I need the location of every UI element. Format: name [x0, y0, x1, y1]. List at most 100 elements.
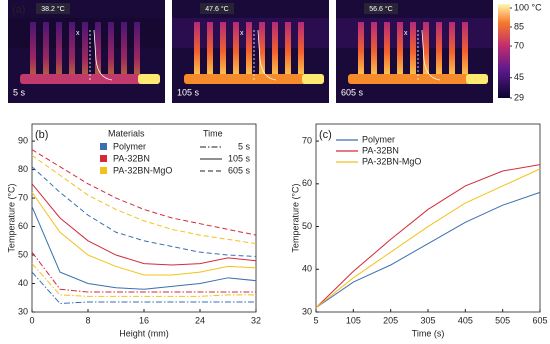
y-tick-label: 70	[302, 135, 312, 145]
series-line	[31, 263, 256, 297]
legend-swatch	[100, 167, 107, 174]
legend-label: PA-32BN	[113, 153, 150, 163]
colorbar-label: 70	[514, 40, 524, 50]
legend-label: 605 s	[228, 165, 251, 175]
x-tick-label: 205	[383, 315, 398, 325]
y-axis-title: Temperature (°C)	[290, 183, 300, 252]
profile	[257, 29, 277, 81]
legend-label: Polymer	[362, 134, 395, 144]
series-line	[31, 251, 256, 293]
probe-marker: x	[240, 30, 244, 37]
fin	[384, 22, 390, 82]
legend-swatch	[100, 143, 107, 150]
hot-end	[138, 74, 160, 84]
series-line	[31, 271, 256, 304]
y-tick-label: 70	[18, 192, 28, 202]
temp-box	[36, 3, 70, 14]
y-tick-label: 50	[302, 221, 312, 231]
fin	[397, 22, 403, 82]
x-tick-label: 24	[195, 315, 205, 325]
legend-title: Time	[203, 128, 223, 138]
fin	[194, 22, 200, 82]
x-tick-label: 8	[85, 315, 90, 325]
fin	[423, 22, 429, 82]
thermal-images: 38.2 °C x 5 s 47.6 °C x 105 s 56.6 °C x 605 s	[8, 0, 493, 103]
series-line	[31, 192, 257, 276]
fin	[69, 22, 75, 82]
colorbar-label: 100 °C	[514, 2, 542, 12]
legend-label: PA-32BN-MgO	[362, 156, 421, 166]
y-tick-label: 30	[18, 306, 28, 316]
hot-end	[302, 74, 324, 84]
fin	[358, 22, 364, 82]
probe-marker: x	[404, 30, 408, 37]
fin	[108, 22, 114, 82]
fin	[272, 22, 278, 82]
y-tick-label: 40	[18, 278, 28, 288]
fin	[220, 22, 226, 82]
fin	[95, 22, 101, 82]
fin	[449, 22, 455, 82]
profile	[93, 29, 113, 81]
profile	[421, 29, 441, 81]
panel-label: (b)	[35, 129, 48, 141]
y-tick-label: 40	[302, 264, 312, 274]
y-tick-label: 60	[302, 178, 312, 188]
legend-label: PA-32BN-MgO	[113, 165, 172, 175]
x-axis-title: Time (s)	[412, 328, 445, 338]
x-tick-label: 32	[251, 315, 261, 325]
colorbar-label: 29	[514, 92, 524, 102]
legend-label: Polymer	[113, 141, 146, 151]
legend-label: 5 s	[238, 141, 251, 151]
series-line	[315, 191, 541, 309]
x-tick-label: 105	[346, 315, 361, 325]
fin	[121, 22, 127, 82]
legend-label: 105 s	[228, 153, 251, 163]
series-line	[31, 154, 257, 245]
x-tick-label: 505	[495, 315, 510, 325]
temp-box	[364, 3, 398, 14]
fin	[371, 22, 377, 82]
y-tick-label: 90	[18, 135, 28, 145]
hot-end	[466, 74, 488, 84]
fin	[259, 22, 265, 82]
plot-frame	[31, 123, 257, 313]
y-tick-label: 80	[18, 164, 28, 174]
time-label: 605 s	[341, 87, 364, 97]
fin	[30, 22, 36, 82]
colorbar-label: 85	[514, 21, 524, 31]
series-line	[31, 206, 257, 290]
fin	[207, 22, 213, 82]
legend-title: Materials	[108, 128, 145, 138]
x-axis-title: Height (mm)	[119, 328, 169, 338]
fin	[43, 22, 49, 82]
panel-label: (a)	[12, 4, 25, 16]
x-tick-label: 605	[532, 315, 547, 325]
x-tick-label: 5	[313, 315, 318, 325]
fin	[56, 22, 62, 82]
series-line	[31, 149, 257, 236]
probe-marker: x	[76, 30, 80, 37]
fin	[233, 22, 239, 82]
y-axis-title: Temperature (°C)	[6, 183, 16, 252]
fin	[246, 22, 252, 82]
temp-reading: 38.2 °C	[41, 5, 64, 13]
series-line	[31, 183, 257, 266]
x-tick-label: 305	[420, 315, 435, 325]
fin	[134, 22, 140, 82]
time-label: 105 s	[177, 87, 200, 97]
x-tick-label: 405	[458, 315, 473, 325]
panel-label: (c)	[319, 129, 332, 141]
series-line	[31, 166, 257, 257]
legend-swatch	[100, 155, 107, 162]
time-label: 5 s	[13, 87, 26, 97]
legend-label: PA-32BN	[362, 145, 399, 155]
x-tick-label: 16	[139, 315, 149, 325]
x-tick-label: 0	[29, 315, 34, 325]
y-tick-label: 50	[18, 249, 28, 259]
series-line	[315, 164, 541, 309]
series-line	[315, 168, 541, 309]
fin	[462, 22, 468, 82]
temp-box	[200, 3, 234, 14]
